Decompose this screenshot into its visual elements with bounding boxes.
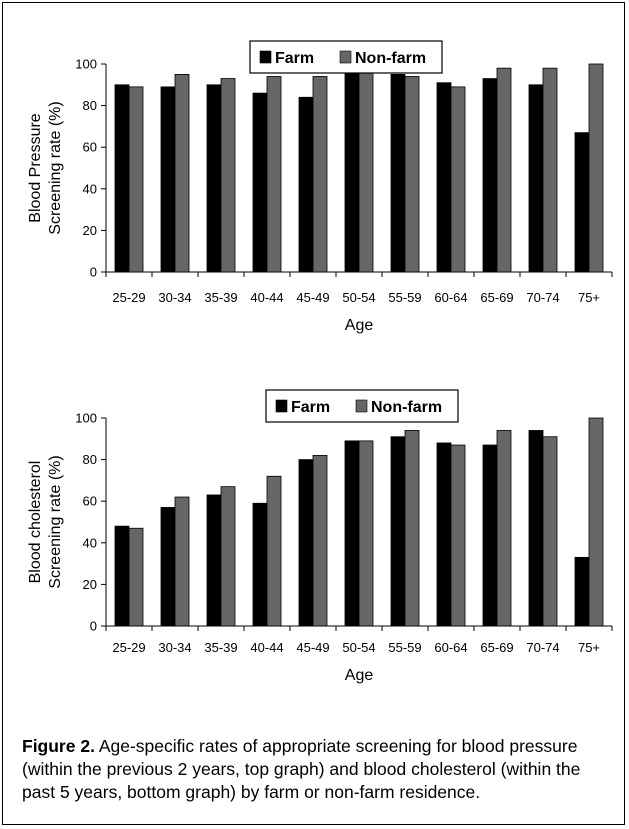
y-tick-label: 60 bbox=[83, 494, 97, 509]
bar-nonfarm bbox=[174, 496, 190, 627]
x-tick-label: 35-39 bbox=[204, 290, 237, 305]
bar-farm bbox=[160, 507, 176, 627]
bar-farm bbox=[298, 96, 314, 273]
figure-caption: Figure 2. Age-specific rates of appropri… bbox=[22, 735, 612, 804]
legend-label-farm: Farm bbox=[291, 399, 330, 416]
legend-label-nonfarm: Non-farm bbox=[355, 50, 426, 67]
bar-farm bbox=[114, 84, 130, 273]
bar-nonfarm bbox=[266, 76, 282, 273]
bar-nonfarm bbox=[312, 455, 328, 627]
x-tick-label: 50-54 bbox=[342, 640, 375, 655]
x-tick-label: 55-59 bbox=[388, 640, 421, 655]
legend-label-farm: Farm bbox=[275, 50, 314, 67]
y-axis-label: Blood Pressure bbox=[27, 113, 44, 222]
bar-nonfarm bbox=[542, 67, 558, 273]
bar-farm bbox=[206, 84, 222, 273]
x-tick-label: 60-64 bbox=[434, 640, 467, 655]
blood-cholesterol-chart: 0 20 40 60 80 100 25-29 30-34 35-39 40-44 45-49 50-… bbox=[27, 389, 613, 684]
x-tick-label: 50-54 bbox=[342, 290, 375, 305]
bar-farm bbox=[574, 132, 590, 273]
y-tick-label: 80 bbox=[83, 98, 97, 113]
legend-swatch-farm bbox=[275, 399, 288, 413]
x-tick-label: 35-39 bbox=[204, 640, 237, 655]
y-tick-label: 100 bbox=[75, 57, 97, 72]
caption-text: Age-specific rates of appropriate screen… bbox=[22, 736, 581, 802]
bar-nonfarm bbox=[450, 86, 466, 273]
x-tick-label: 40-44 bbox=[250, 640, 283, 655]
x-axis-label: Age bbox=[345, 317, 374, 334]
bar-farm bbox=[206, 494, 222, 627]
bar-farm bbox=[574, 556, 590, 627]
bar-farm bbox=[344, 71, 360, 273]
y-tick-label: 80 bbox=[83, 452, 97, 467]
bar-farm bbox=[390, 436, 406, 627]
y-axis-label: Screening rate (%) bbox=[47, 101, 64, 234]
bar-nonfarm bbox=[588, 63, 604, 273]
bar-nonfarm bbox=[496, 67, 512, 273]
bar-nonfarm bbox=[128, 527, 144, 627]
x-tick-label: 45-49 bbox=[296, 640, 329, 655]
bar-farm bbox=[160, 86, 176, 273]
bar-farm bbox=[114, 525, 130, 627]
x-tick-label: 55-59 bbox=[388, 290, 421, 305]
bar-nonfarm bbox=[358, 440, 374, 627]
x-tick-label: 25-29 bbox=[112, 290, 145, 305]
y-tick-label: 20 bbox=[83, 223, 97, 238]
bar-farm bbox=[298, 459, 314, 627]
x-tick-label: 75+ bbox=[578, 290, 600, 305]
legend-swatch-nonfarm bbox=[355, 399, 368, 413]
bar-nonfarm bbox=[174, 74, 190, 273]
bar-farm bbox=[436, 82, 452, 273]
bar-farm bbox=[344, 440, 360, 627]
legend-swatch-nonfarm bbox=[339, 50, 352, 64]
x-tick-label: 70-74 bbox=[526, 640, 559, 655]
y-tick-label: 60 bbox=[83, 140, 97, 155]
blood-pressure-chart: 0 20 40 60 80 100 25-29 30-34 35-39 40-44 45-49 50-… bbox=[27, 40, 613, 334]
bar-farm bbox=[528, 430, 544, 627]
y-axis-label: Screening rate (%) bbox=[47, 455, 64, 588]
y-tick-label: 100 bbox=[75, 411, 97, 426]
bar-nonfarm bbox=[358, 69, 374, 273]
bar-farm bbox=[252, 92, 268, 273]
x-tick-label: 30-34 bbox=[158, 290, 191, 305]
bar-nonfarm bbox=[404, 76, 420, 273]
caption-label: Figure 2. bbox=[22, 736, 95, 756]
legend-swatch-farm bbox=[259, 50, 272, 64]
bar-farm bbox=[482, 78, 498, 273]
x-tick-label: 65-69 bbox=[480, 290, 513, 305]
x-axis-label: Age bbox=[345, 667, 374, 684]
bar-nonfarm bbox=[220, 486, 236, 627]
y-tick-label: 0 bbox=[90, 619, 97, 634]
y-tick-label: 40 bbox=[83, 181, 97, 196]
bar-farm bbox=[482, 444, 498, 627]
legend-label-nonfarm: Non-farm bbox=[371, 399, 442, 416]
x-tick-label: 70-74 bbox=[526, 290, 559, 305]
bar-nonfarm bbox=[450, 444, 466, 627]
bar-farm bbox=[390, 74, 406, 273]
bar-farm bbox=[436, 442, 452, 627]
bar-nonfarm bbox=[404, 430, 420, 627]
bar-nonfarm bbox=[312, 76, 328, 273]
y-tick-label: 40 bbox=[83, 535, 97, 550]
bar-nonfarm bbox=[266, 475, 282, 627]
x-tick-label: 45-49 bbox=[296, 290, 329, 305]
bar-farm bbox=[528, 84, 544, 273]
y-tick-label: 20 bbox=[83, 577, 97, 592]
bar-nonfarm bbox=[588, 417, 604, 627]
x-tick-label: 65-69 bbox=[480, 640, 513, 655]
bar-nonfarm bbox=[220, 78, 236, 273]
x-tick-label: 60-64 bbox=[434, 290, 467, 305]
x-tick-label: 40-44 bbox=[250, 290, 283, 305]
bar-nonfarm bbox=[128, 86, 144, 273]
x-tick-label: 25-29 bbox=[112, 640, 145, 655]
bar-nonfarm bbox=[542, 436, 558, 627]
x-tick-label: 75+ bbox=[578, 640, 600, 655]
y-axis-label: Blood cholesterol bbox=[27, 461, 44, 584]
x-tick-label: 30-34 bbox=[158, 640, 191, 655]
bar-farm bbox=[252, 502, 268, 627]
bar-nonfarm bbox=[496, 430, 512, 627]
y-tick-label: 0 bbox=[90, 265, 97, 280]
